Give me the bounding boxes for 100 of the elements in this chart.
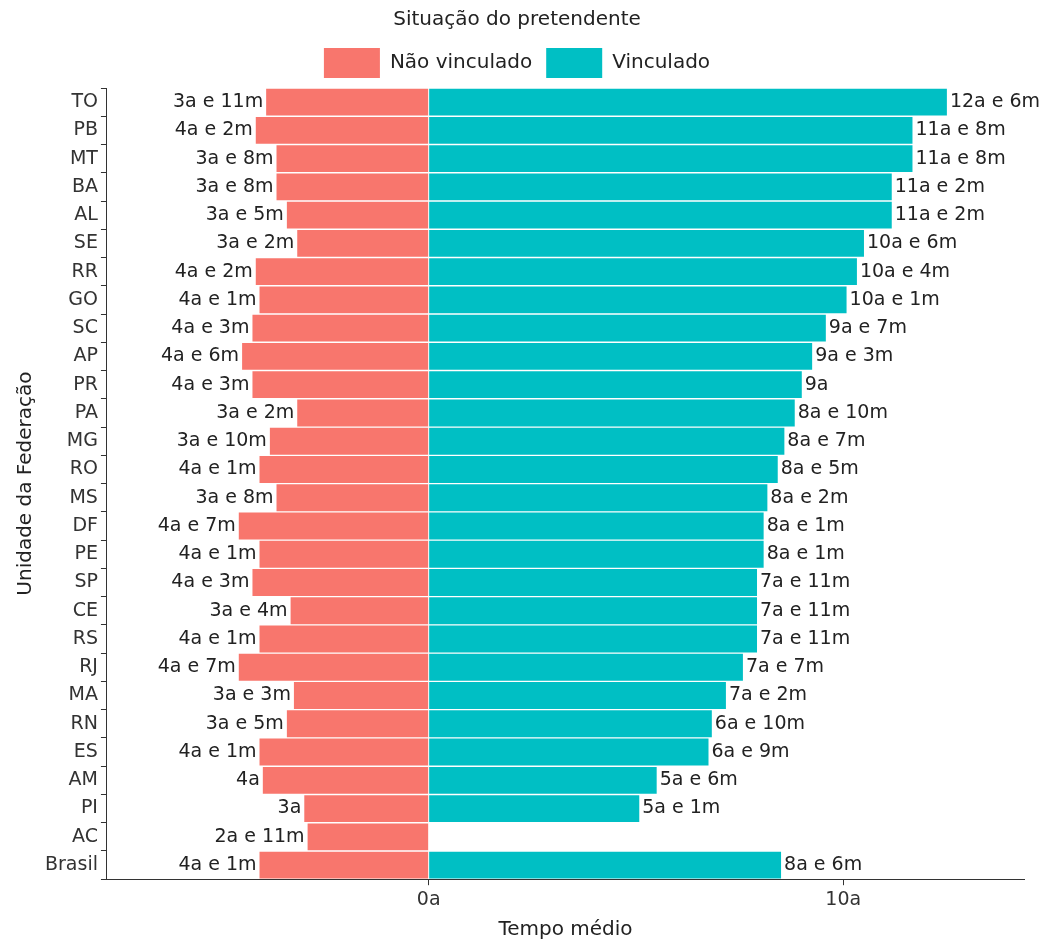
annotation: 9a e 3m bbox=[815, 343, 894, 366]
y-tick-label: PA bbox=[74, 399, 98, 422]
y-tick-label: RN bbox=[70, 710, 98, 733]
annotation: 7a e 2m bbox=[728, 682, 808, 705]
y-tick-label: MG bbox=[66, 428, 98, 451]
annotation: 12a e 6m bbox=[949, 89, 1041, 112]
y-tick-label: GO bbox=[68, 286, 98, 309]
annotation: 3a e 8m bbox=[195, 145, 274, 168]
annotation: 4a e 2m bbox=[174, 117, 253, 140]
x-tick-label: 0a bbox=[416, 886, 441, 909]
y-tick-label: AL bbox=[74, 202, 99, 225]
y-tick-label: AC bbox=[72, 823, 98, 846]
annotation: 5a e 1m bbox=[642, 795, 721, 818]
annotation: 4a e 3m bbox=[171, 569, 250, 592]
y-tick-label: AM bbox=[68, 767, 98, 790]
x-tick-label: 10a bbox=[825, 886, 862, 909]
annotation: 4a e 1m bbox=[178, 852, 257, 875]
annotation: 10a e 6m bbox=[866, 230, 958, 253]
annotation: 4a e 1m bbox=[178, 456, 257, 479]
annotation: 9a e 7m bbox=[828, 315, 907, 338]
y-tick-label: RR bbox=[71, 258, 98, 281]
annotation: 8a e 7m bbox=[787, 428, 866, 451]
y-tick-label: RS bbox=[72, 625, 98, 648]
annotation: 3a bbox=[277, 795, 302, 818]
annotation: 7a e 7m bbox=[745, 654, 825, 677]
bar bbox=[259, 851, 429, 879]
annotation: 3a e 5m bbox=[205, 710, 284, 733]
legend-title: Situação do pretendente bbox=[393, 6, 641, 31]
annotation: 4a e 2m bbox=[174, 258, 253, 281]
annotation: 4a e 7m bbox=[157, 512, 236, 535]
y-tick-label: TO bbox=[70, 89, 98, 112]
annotation: 5a e 6m bbox=[659, 767, 738, 790]
annotation: 6a e 9m bbox=[711, 738, 790, 761]
bar bbox=[238, 512, 429, 540]
y-tick-label: PI bbox=[80, 795, 98, 818]
y-tick-label: RO bbox=[69, 456, 98, 479]
y-tick-label: SC bbox=[72, 315, 98, 338]
bar bbox=[429, 851, 782, 879]
y-axis-title: Unidade da Federação bbox=[12, 371, 37, 596]
bar bbox=[429, 512, 764, 540]
annotation: 8a e 1m bbox=[766, 512, 845, 535]
annotation: 11a e 8m bbox=[915, 145, 1006, 168]
legend-label: Não vinculado bbox=[389, 49, 533, 74]
y-tick-label: MA bbox=[68, 682, 98, 705]
y-tick-label: PR bbox=[73, 371, 98, 394]
annotation: 4a e 7m bbox=[157, 654, 236, 677]
annotation: 3a e 3m bbox=[212, 682, 291, 705]
y-tick-label: MS bbox=[69, 484, 98, 507]
annotation: 4a bbox=[236, 767, 260, 790]
annotation: 3a e 11m bbox=[172, 89, 264, 112]
annotation: 11a e 2m bbox=[894, 173, 985, 196]
bar bbox=[259, 625, 429, 653]
annotation: 6a e 10m bbox=[714, 710, 806, 733]
bar bbox=[429, 286, 847, 314]
annotation: 7a e 11m bbox=[760, 597, 851, 620]
legend-label: Vinculado bbox=[612, 49, 711, 74]
y-tick-label: AP bbox=[73, 343, 98, 366]
y-tick-label: DF bbox=[72, 512, 98, 535]
annotation: 4a e 1m bbox=[178, 625, 257, 648]
annotation: 2a e 11m bbox=[214, 823, 305, 846]
annotation: 8a e 6m bbox=[784, 852, 863, 875]
annotation: 4a e 1m bbox=[178, 738, 257, 761]
y-tick-label: RJ bbox=[79, 654, 98, 677]
annotation: 4a e 1m bbox=[178, 541, 257, 564]
annotation: 4a e 3m bbox=[171, 315, 250, 338]
annotation: 8a e 10m bbox=[797, 399, 888, 422]
annotation: 4a e 6m bbox=[160, 343, 240, 366]
bar bbox=[429, 399, 795, 427]
y-tick-label: PB bbox=[73, 117, 98, 140]
annotation: 3a e 2m bbox=[216, 230, 295, 253]
annotation: 3a e 8m bbox=[195, 173, 274, 196]
y-tick-label: MT bbox=[69, 145, 99, 168]
annotation: 11a e 8m bbox=[915, 117, 1006, 140]
annotation: 3a e 8m bbox=[195, 484, 274, 507]
annotation: 11a e 2m bbox=[894, 202, 985, 225]
annotation: 7a e 11m bbox=[760, 625, 851, 648]
y-tick-label: Brasil bbox=[44, 852, 98, 875]
annotation: 4a e 1m bbox=[178, 286, 257, 309]
bar bbox=[429, 625, 758, 653]
annotation: 3a e 10m bbox=[176, 428, 267, 451]
y-tick-label: CE bbox=[72, 597, 98, 620]
annotation: 3a e 4m bbox=[209, 597, 288, 620]
annotation: 10a e 1m bbox=[849, 286, 940, 309]
bar bbox=[297, 399, 429, 427]
bar bbox=[259, 286, 429, 314]
bar bbox=[259, 738, 429, 766]
y-tick-label: BA bbox=[71, 173, 98, 196]
y-tick-label: SP bbox=[74, 569, 98, 592]
y-tick-label: PE bbox=[74, 541, 98, 564]
annotation: 8a e 2m bbox=[770, 484, 849, 507]
annotation: 3a e 5m bbox=[205, 202, 284, 225]
annotation: 7a e 11m bbox=[760, 569, 851, 592]
y-tick-label: SE bbox=[73, 230, 98, 253]
x-axis-title: Tempo médio bbox=[497, 916, 633, 941]
annotation: 4a e 3m bbox=[171, 371, 250, 394]
annotation: 8a e 5m bbox=[780, 456, 859, 479]
y-tick-label: ES bbox=[73, 738, 98, 761]
annotation: 3a e 2m bbox=[216, 399, 295, 422]
annotation: 8a e 1m bbox=[766, 541, 845, 564]
annotation: 10a e 4m bbox=[859, 258, 951, 281]
